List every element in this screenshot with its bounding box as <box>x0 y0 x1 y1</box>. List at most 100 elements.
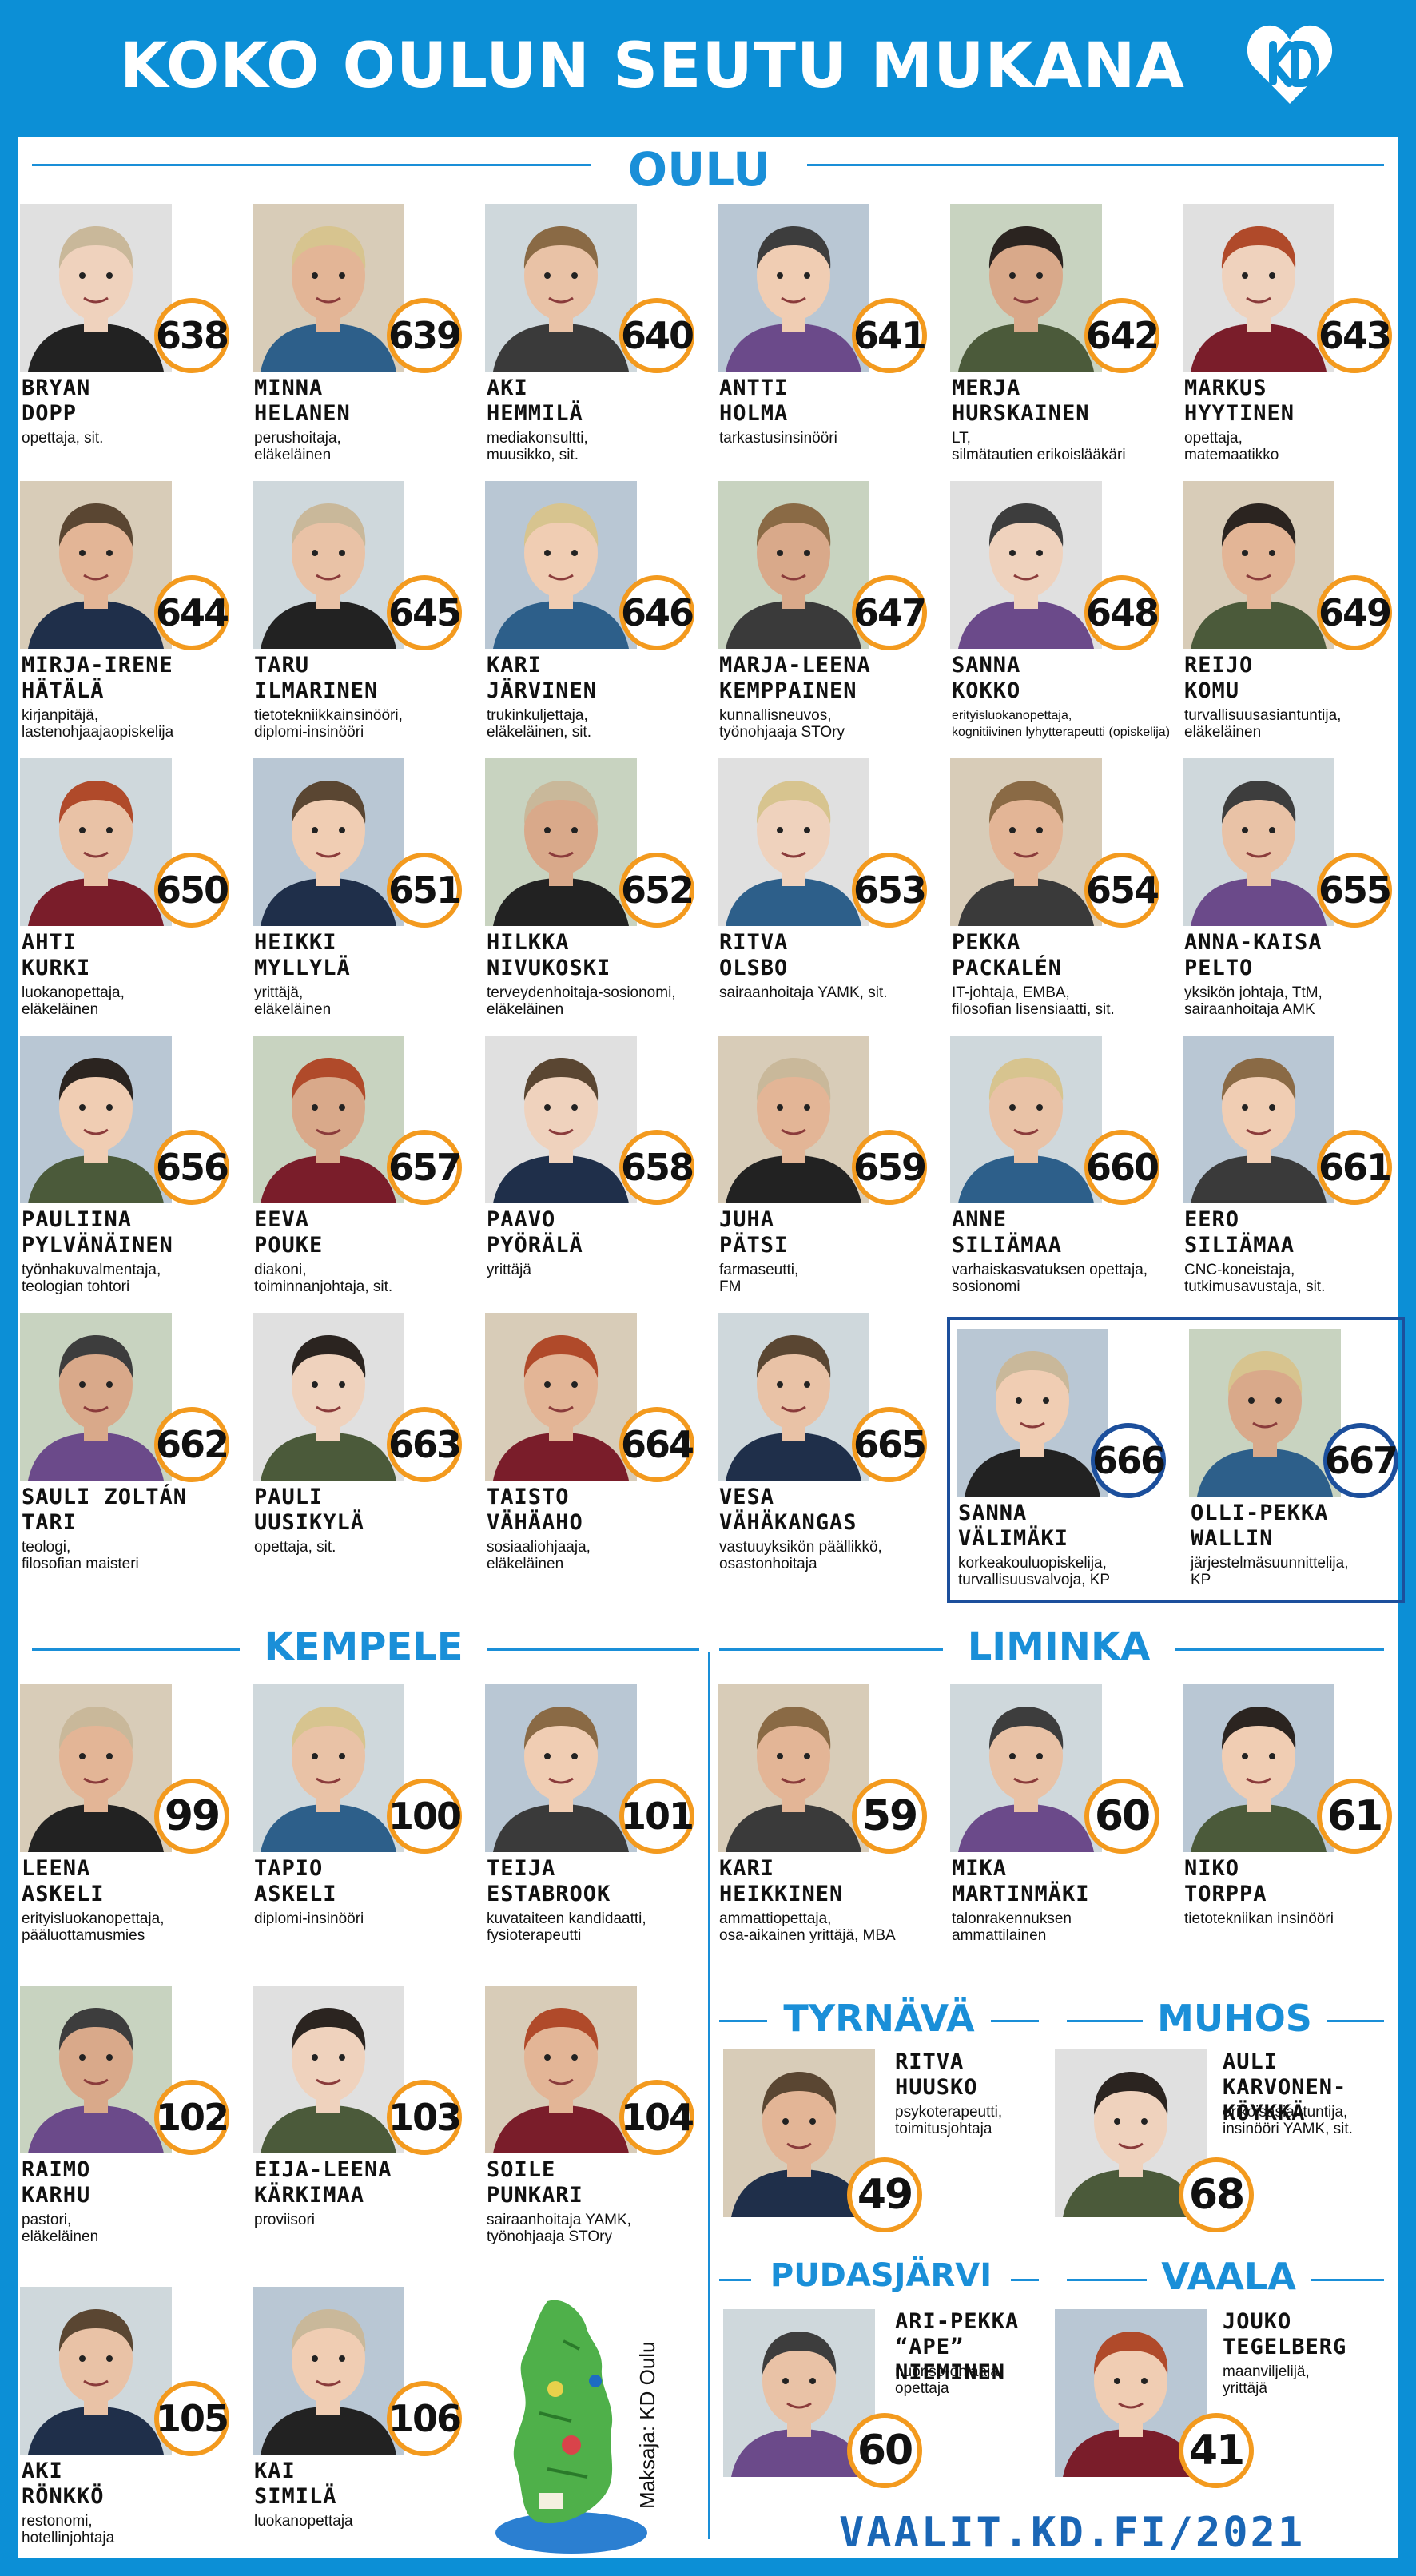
candidate-number-badge: 649 <box>1317 575 1392 650</box>
payer-note: Maksaja: KD Oulu <box>635 2341 659 2509</box>
candidate-number-badge: 656 <box>154 1130 229 1205</box>
candidate-card: 645 TARU ILMARINEN tietotekniikkainsinööri… <box>253 481 484 753</box>
candidate-number-badge: 654 <box>1084 853 1159 928</box>
candidate-name: REIJO KOMU <box>1184 653 1254 703</box>
candidate-card: 655 ANNA-KAISA PELTO yksikön johtaja, TtM,… <box>1183 758 1414 1030</box>
candidate-name: SANNA KOKKO <box>952 653 1021 703</box>
candidate-photo <box>1183 204 1334 372</box>
candidate-occupation: diakoni, toiminnanjohtaja, sit. <box>254 1262 393 1295</box>
candidate-number-badge: 49 <box>847 2157 922 2232</box>
candidate-card: 658 PAAVO PYÖRÄLÄ yrittäjä <box>485 1036 717 1307</box>
candidate-number-badge: 100 <box>387 1779 462 1854</box>
candidate-name: KARI JÄRVINEN <box>487 653 598 703</box>
candidate-occupation: kuvataiteen kandidaatti, fysioterapeutti <box>487 1910 646 1944</box>
candidate-photo <box>253 1036 404 1203</box>
candidate-name: SANNA VÄLIMÄKI <box>958 1501 1069 1551</box>
candidate-card: 646 KARI JÄRVINEN trukinkuljettaja, eläkel… <box>485 481 717 753</box>
candidate-occupation: opettaja, matemaatikko <box>1184 430 1279 463</box>
candidate-photo <box>20 1986 172 2153</box>
candidate-card: 105 AKI RÖNKKÖ restonomi, hotellinjohtaja <box>20 2287 252 2558</box>
candidate-card: 667 OLLI-PEKKA WALLIN järjestelmäsuunnitte… <box>1189 1329 1416 1600</box>
candidate-photo <box>1189 1329 1341 1497</box>
candidate-photo <box>253 758 404 926</box>
candidate-photo <box>485 1036 637 1203</box>
candidate-card: 641 ANTTI HOLMA tarkastusinsinööri <box>718 204 949 475</box>
candidate-photo <box>253 481 404 649</box>
candidate-card: 101 TEIJA ESTABROOK kuvataiteen kandidaatt… <box>485 1684 717 1956</box>
candidate-name: TAPIO ASKELI <box>254 1856 337 1906</box>
candidate-number-badge: 101 <box>619 1779 694 1854</box>
candidate-card: 100 TAPIO ASKELI diplomi-insinööri <box>253 1684 484 1956</box>
candidate-photo <box>485 481 637 649</box>
candidate-card: 657 EEVA POUKE diakoni, toiminnanjohtaja, … <box>253 1036 484 1307</box>
candidate-occupation: tarkastusinsinööri <box>719 430 837 447</box>
candidate-occupation: proviisori <box>254 2212 316 2228</box>
candidate-number-badge: 650 <box>154 853 229 928</box>
candidate-photo <box>253 1986 404 2153</box>
candidate-occupation: sairaanhoitaja YAMK, työnohjaaja STOry <box>487 2212 631 2245</box>
candidate-card: 643 MARKUS HYYTINEN opettaja, matemaatikko <box>1183 204 1414 475</box>
candidate-name: ARI-PEKKA “APE” NIEMINEN <box>895 2309 1020 2385</box>
candidate-number-badge: 648 <box>1084 575 1159 650</box>
candidate-number-badge: 99 <box>154 1779 229 1854</box>
candidate-name: RITVA HUUSKO <box>895 2049 978 2100</box>
kd-heart-logo-icon <box>1243 18 1337 112</box>
kempele-rule-right <box>487 1648 699 1651</box>
candidate-photo <box>253 1313 404 1481</box>
candidate-card: 656 PAULIINA PYLVÄNÄINEN työnhakuvalmentaj… <box>20 1036 252 1307</box>
candidate-photo <box>718 1313 869 1481</box>
candidate-card: 60 MIKA MARTINMÄKI talonrakennuksen ammatt… <box>950 1684 1182 1956</box>
candidate-name: TARU ILMARINEN <box>254 653 379 703</box>
candidate-number-badge: 647 <box>852 575 927 650</box>
candidate-name: PAULI UUSIKYLÄ <box>254 1485 365 1535</box>
candidate-occupation: työnhakuvalmentaja, teologian tohtori <box>22 1262 161 1295</box>
candidate-photo <box>485 758 637 926</box>
candidate-card: 639 MINNA HELANEN perushoitaja, eläkeläine… <box>253 204 484 475</box>
candidate-name: ANNA-KAISA PELTO <box>1184 930 1323 980</box>
candidate-photo <box>20 758 172 926</box>
candidate-occupation: yksikön johtaja, TtM, sairaanhoitaja AMK <box>1184 984 1323 1018</box>
candidate-card: 644 MIRJA-IRENE HÄTÄLÄ kirjanpitäjä, laste… <box>20 481 252 753</box>
candidate-number-badge: 103 <box>387 2080 462 2155</box>
candidate-photo <box>485 1684 637 1852</box>
candidate-occupation: luokanopettaja, eläkeläinen <box>22 984 125 1018</box>
section-title-pudasjarvi: PUDASJÄRVI <box>770 2257 992 2294</box>
candidate-occupation: turvallisuusasiantuntija, eläkeläinen <box>1184 707 1342 741</box>
candidate-occupation: yrittäjä, eläkeläinen <box>254 984 332 1018</box>
candidate-card: 665 VESA VÄHÄKANGAS vastuuyksikön päällikk… <box>718 1313 949 1584</box>
candidate-name: KARI HEIKKINEN <box>719 1856 844 1906</box>
candidate-number-badge: 59 <box>852 1779 927 1854</box>
candidate-number-badge: 639 <box>387 298 462 373</box>
candidate-occupation: tietotekniikkainsinööri, diplomi-insinöö… <box>254 707 403 741</box>
candidate-photo <box>718 758 869 926</box>
candidate-photo <box>950 1684 1102 1852</box>
candidate-occupation: nuoriso-ohjaaja, opettaja <box>895 2363 1004 2397</box>
candidate-card: 666 SANNA VÄLIMÄKI korkeakouluopiskelija, … <box>957 1329 1188 1600</box>
candidate-name: HEIKKI MYLLYLÄ <box>254 930 351 980</box>
candidate-name: MARKUS HYYTINEN <box>1184 376 1295 426</box>
candidate-occupation: farmaseutti, FM <box>719 1262 799 1295</box>
candidate-number-badge: 645 <box>387 575 462 650</box>
oulu-rule-left <box>32 164 591 166</box>
candidate-occupation: perushoitaja, eläkeläinen <box>254 430 341 463</box>
candidate-number-badge: 658 <box>619 1130 694 1205</box>
candidate-number-badge: 102 <box>154 2080 229 2155</box>
candidate-photo <box>485 1986 637 2153</box>
candidate-card: 61 NIKO TORPPA tietotekniikan insinööri <box>1183 1684 1414 1956</box>
candidate-occupation: LT, silmätautien erikoislääkäri <box>952 430 1126 463</box>
candidate-name: PEKKA PACKALÉN <box>952 930 1063 980</box>
candidate-number-badge: 105 <box>154 2381 229 2456</box>
footer-url[interactable]: VAALIT.KD.FI/2021 <box>839 2509 1306 2557</box>
candidate-occupation: diplomi-insinööri <box>254 1910 364 1927</box>
candidate-occupation: luokanopettaja <box>254 2513 353 2530</box>
section-title-muhos: MUHOS <box>1157 1997 1312 2040</box>
candidate-photo <box>1183 1684 1334 1852</box>
candidate-name: RITVA OLSBO <box>719 930 789 980</box>
candidate-number-badge: 655 <box>1317 853 1392 928</box>
candidate-occupation: mediakonsultti, muusikko, sit. <box>487 430 588 463</box>
candidate-occupation: IT-johtaja, EMBA, filosofian lisensiaatt… <box>952 984 1115 1018</box>
candidate-number-badge: 641 <box>852 298 927 373</box>
candidate-name: TEIJA ESTABROOK <box>487 1856 611 1906</box>
candidate-photo <box>950 481 1102 649</box>
candidate-number-badge: 666 <box>1091 1423 1166 1498</box>
